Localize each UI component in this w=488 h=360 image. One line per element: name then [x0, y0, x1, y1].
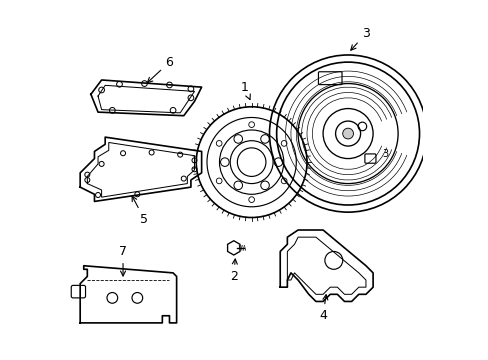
Circle shape: [342, 128, 353, 139]
Text: 3: 3: [350, 27, 369, 50]
Text: 2: 2: [229, 259, 237, 283]
Text: 4: 4: [319, 295, 327, 322]
Text: 7: 7: [119, 245, 127, 276]
Text: 6: 6: [147, 55, 173, 82]
Text: 1: 1: [240, 81, 250, 100]
Text: 5: 5: [132, 196, 148, 226]
Text: 3: 3: [381, 149, 387, 159]
